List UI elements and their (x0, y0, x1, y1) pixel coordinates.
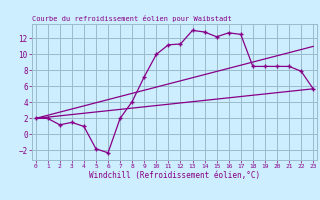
X-axis label: Windchill (Refroidissement éolien,°C): Windchill (Refroidissement éolien,°C) (89, 171, 260, 180)
Text: Courbe du refroidissement éolien pour Waibstadt: Courbe du refroidissement éolien pour Wa… (32, 15, 232, 22)
